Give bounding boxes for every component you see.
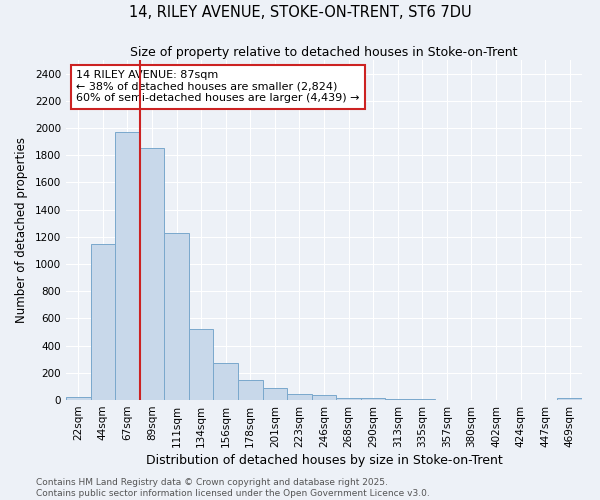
Bar (361, 398, 385, 400)
Bar (115, 132, 140, 400)
Bar (91, 244, 115, 400)
Bar (140, 148, 164, 400)
Text: 14 RILEY AVENUE: 87sqm
← 38% of detached houses are smaller (2,824)
60% of semi-: 14 RILEY AVENUE: 87sqm ← 38% of detached… (76, 70, 360, 103)
Bar (164, 232, 189, 400)
Y-axis label: Number of detached properties: Number of detached properties (15, 137, 28, 323)
Text: Contains HM Land Registry data © Crown copyright and database right 2025.
Contai: Contains HM Land Registry data © Crown c… (36, 478, 430, 498)
Bar (238, 380, 263, 400)
Bar (287, 394, 312, 400)
Bar (336, 398, 361, 400)
Bar (385, 399, 410, 400)
Bar (557, 398, 582, 400)
Text: 14, RILEY AVENUE, STOKE-ON-TRENT, ST6 7DU: 14, RILEY AVENUE, STOKE-ON-TRENT, ST6 7D… (128, 5, 472, 20)
Bar (189, 330, 214, 400)
Bar (66, 396, 91, 400)
Title: Size of property relative to detached houses in Stoke-on-Trent: Size of property relative to detached ho… (130, 46, 518, 59)
X-axis label: Distribution of detached houses by size in Stoke-on-Trent: Distribution of detached houses by size … (146, 454, 502, 467)
Bar (263, 388, 287, 400)
Bar (312, 394, 336, 400)
Bar (214, 362, 238, 400)
